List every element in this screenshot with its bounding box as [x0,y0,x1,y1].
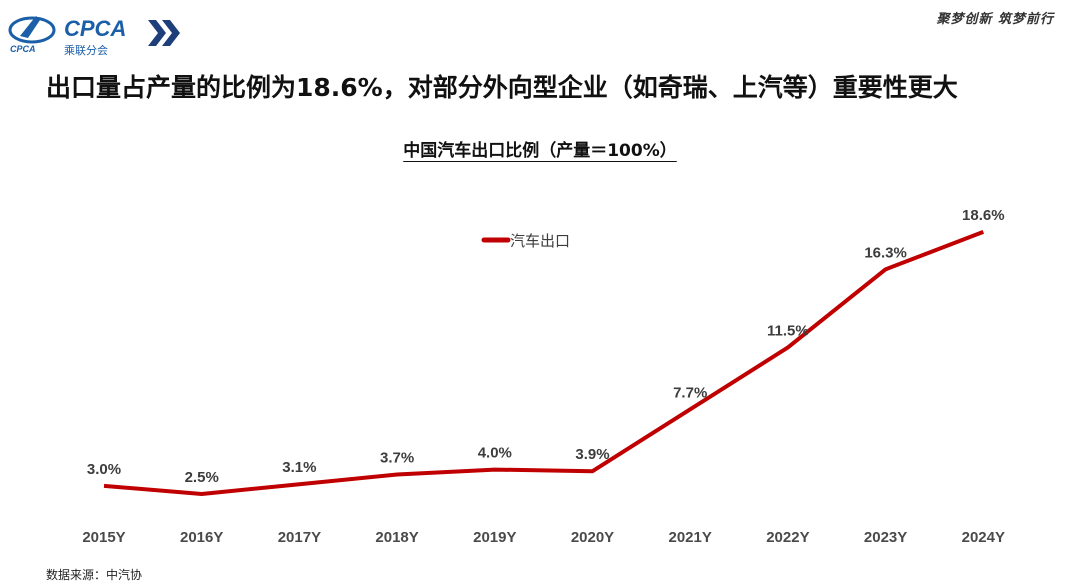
logo-name: CPCA [64,16,127,41]
cpca-logo-icon: CPCA [8,16,56,54]
data-label-2024Y: 18.6% [962,207,1005,224]
series-line [103,230,985,496]
x-tick-2019Y: 2019Y [473,529,516,546]
x-tick-2015Y: 2015Y [82,529,125,546]
legend-label: 汽车出口 [510,232,570,250]
legend: 汽车出口 [481,232,570,250]
logo-subtitle: 乘联分会 [64,44,108,57]
chart-title-text: 中国汽车出口比例（产量＝100%） [403,141,677,161]
data-label-2023Y: 16.3% [864,244,907,261]
slogan: 聚梦创新 筑梦前行 [936,12,1054,27]
page-title: 出口量占产量的比例为18.6%，对部分外向型企业（如奇瑞、上汽等）重要性更大 [46,73,958,102]
x-tick-2017Y: 2017Y [278,529,321,546]
data-label-2015Y: 3.0% [87,461,121,478]
chart-title: 中国汽车出口比例（产量＝100%） [0,136,1080,161]
data-label-2022Y: 11.5% [767,322,809,339]
data-label-2016Y: 2.5% [185,469,219,486]
cpca-logo: CPCA CPCA 乘联分会 [6,6,196,57]
x-tick-2018Y: 2018Y [375,529,418,546]
data-label-2021Y: 7.7% [673,384,707,401]
x-tick-2020Y: 2020Y [571,529,614,546]
chevrons-icon [148,20,180,46]
data-label-2019Y: 4.0% [478,445,512,462]
data-label-2018Y: 3.7% [380,449,414,466]
data-label-2017Y: 3.1% [282,459,316,476]
x-tick-2022Y: 2022Y [766,529,809,546]
data-label-2020Y: 3.9% [575,446,609,463]
svg-text:CPCA: CPCA [10,44,36,54]
x-tick-2023Y: 2023Y [864,529,907,546]
x-tick-2016Y: 2016Y [180,529,223,546]
data-source: 数据来源：中汽协 [46,568,143,582]
x-tick-2021Y: 2021Y [669,529,712,546]
x-tick-2024Y: 2024Y [962,529,1005,546]
